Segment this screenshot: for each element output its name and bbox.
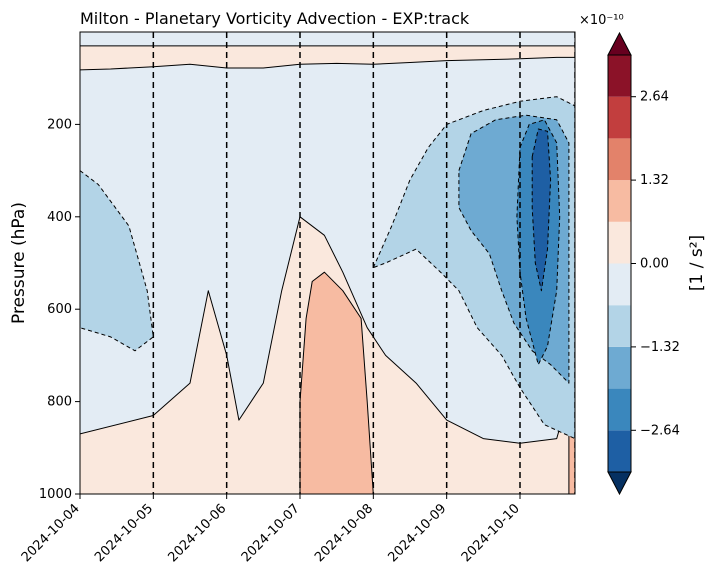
colorbar-extend-high xyxy=(607,31,632,56)
x-axis: 2024-10-04 2024-10-05 2024-10-06 2024-10-07… xyxy=(19,494,523,565)
y-tick-label: 800 xyxy=(47,395,72,410)
y-axis-label: Pressure (hPa) xyxy=(9,202,29,324)
x-tick-label: 2024-10-05 xyxy=(92,501,156,565)
colorbar-segment xyxy=(608,55,631,97)
colorbar-segment xyxy=(608,388,631,431)
contour-region xyxy=(299,271,374,494)
colorbar: 2.64 1.32 0.00 −1.32 −2.64 xyxy=(607,31,680,496)
y-tick-label: 400 xyxy=(47,210,72,225)
colorbar-segment xyxy=(608,180,631,222)
y-axis: 200 400 600 800 1000 xyxy=(39,117,80,502)
colorbar-tick-label: 0.00 xyxy=(640,257,669,272)
y-tick-label: 1000 xyxy=(39,487,72,502)
x-tick-label: 2024-10-10 xyxy=(459,501,523,565)
chart-title: Milton - Planetary Vorticity Advection -… xyxy=(80,9,470,28)
x-tick-label: 2024-10-07 xyxy=(239,501,303,565)
dashed-date-lines xyxy=(152,32,575,494)
colorbar-segment xyxy=(608,346,631,389)
colorbar-segment xyxy=(608,263,631,306)
colorbar-segment xyxy=(608,221,631,264)
plot-area xyxy=(79,31,576,495)
colorbar-segment xyxy=(608,96,631,139)
plot-frame xyxy=(79,31,576,495)
contour-region xyxy=(80,170,154,352)
colorbar-segment xyxy=(608,430,631,472)
colorbar-tick-label: −2.64 xyxy=(640,423,680,438)
x-tick-label: 2024-10-04 xyxy=(19,501,83,565)
colorbar-label: [1 / s²] xyxy=(687,235,707,291)
x-tick-label: 2024-10-09 xyxy=(385,501,449,565)
colorbar-extend-low xyxy=(607,471,632,496)
contour-region xyxy=(80,45,575,71)
colorbar-segment xyxy=(608,138,631,181)
colorbar-tick-label: 2.64 xyxy=(640,90,669,105)
x-tick-label: 2024-10-08 xyxy=(312,501,376,565)
colorbar-segment xyxy=(608,305,631,347)
y-tick-label: 200 xyxy=(47,117,72,132)
colorbar-exponent: ×10⁻¹⁰ xyxy=(579,13,624,28)
contour-regions xyxy=(80,45,575,494)
colorbar-tick-label: −1.32 xyxy=(640,340,680,355)
contour-region xyxy=(531,128,552,292)
colorbar-tick-label: 1.32 xyxy=(640,173,669,188)
y-tick-label: 600 xyxy=(47,302,72,317)
x-tick-label: 2024-10-06 xyxy=(165,501,229,565)
